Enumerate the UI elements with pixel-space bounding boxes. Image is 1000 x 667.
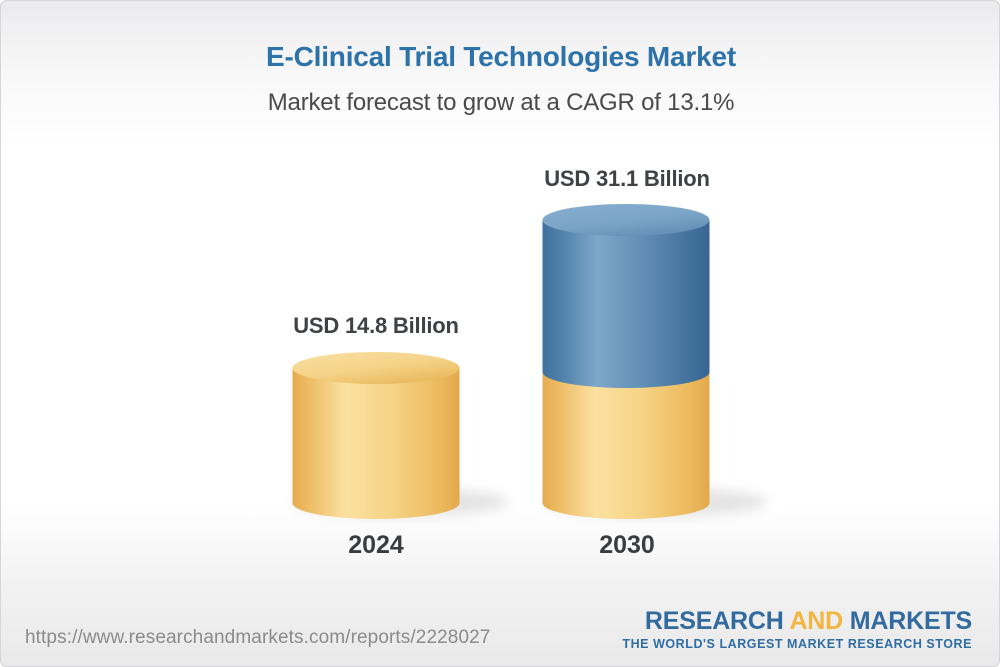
bar-2024-cylinder-body (292, 368, 460, 519)
logo-word-and: AND (789, 606, 844, 635)
bar-2030-category-label: 2030 (599, 531, 655, 559)
page-subtitle: Market forecast to grow at a CAGR of 13.… (267, 89, 735, 116)
bar-2024-cylinder-cap (292, 352, 460, 384)
bar-2030-value-label: USD 31.1 Billion (544, 166, 710, 191)
research-and-markets-logo: RESEARCH AND MARKETS THE WORLD'S LARGEST… (622, 608, 972, 651)
logo-word-research: RESEARCH (644, 606, 784, 635)
bar-2030-cylinder-cap (542, 204, 710, 236)
page-title: E-Clinical Trial Technologies Market (266, 41, 736, 72)
logo-wordmark: RESEARCH AND MARKETS (622, 608, 972, 634)
bar-2024-category-label: 2024 (348, 531, 404, 559)
bar-2030-base-segment (542, 372, 710, 519)
bar-2030-growth-segment (542, 220, 710, 388)
logo-tagline: THE WORLD'S LARGEST MARKET RESEARCH STOR… (622, 637, 972, 651)
bar-2024-value-label: USD 14.8 Billion (293, 313, 459, 338)
report-url: https://www.researchandmarkets.com/repor… (25, 627, 491, 648)
logo-word-markets: MARKETS (849, 606, 972, 635)
